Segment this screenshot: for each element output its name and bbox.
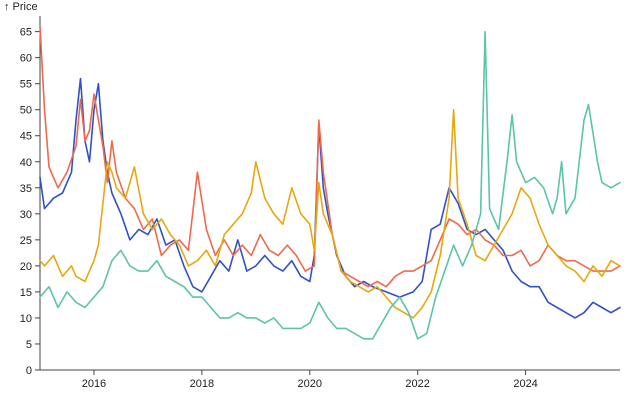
- x-axis: 2016 2018 2020 2022 2024: [40, 369, 620, 390]
- y-axis: 0 5 10 15 20 25 30 35 40 45 50 55 60 65: [20, 16, 41, 377]
- y-tick-label: 50: [20, 105, 32, 117]
- y-tick-label: 45: [20, 131, 32, 143]
- y-tick-label: 30: [20, 209, 32, 221]
- y-tick-label: 15: [20, 287, 32, 299]
- series-line-4: [39, 30, 621, 340]
- series-line-2: [39, 25, 621, 288]
- x-tick-label: 2022: [405, 378, 429, 390]
- y-tick-label: 25: [20, 235, 32, 247]
- series-line-3: [39, 108, 621, 319]
- y-tick-label: 0: [26, 365, 32, 377]
- y-tick-label: 55: [20, 79, 32, 91]
- y-tick-label: 5: [26, 339, 32, 351]
- y-tick-label: 35: [20, 183, 32, 195]
- series-line-1: [39, 77, 621, 319]
- x-tick-label: 2016: [82, 378, 106, 390]
- series-group: [39, 25, 621, 340]
- x-tick-label: 2020: [298, 378, 322, 390]
- y-tick-label: 60: [20, 53, 32, 65]
- y-tick-label: 10: [20, 313, 32, 325]
- y-axis-label: ↑ Price: [4, 1, 38, 13]
- y-tick-label: 65: [20, 27, 32, 39]
- x-tick-label: 2018: [190, 378, 214, 390]
- x-tick-label: 2024: [513, 378, 537, 390]
- y-tick-label: 40: [20, 157, 32, 169]
- y-tick-label: 20: [20, 261, 32, 273]
